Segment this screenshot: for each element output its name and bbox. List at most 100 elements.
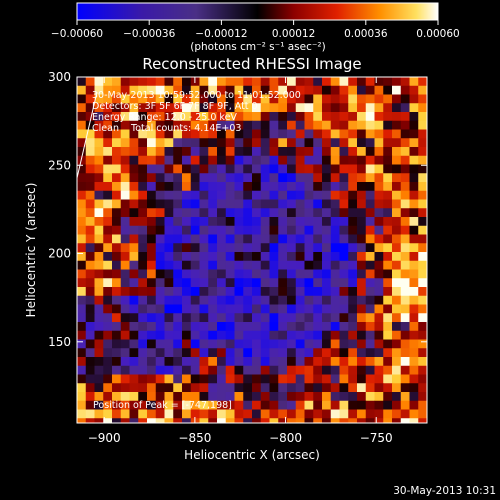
heatmap-cell bbox=[418, 287, 427, 297]
heatmap-cell bbox=[217, 85, 227, 95]
heatmap-cell bbox=[287, 409, 297, 419]
heatmap-cell bbox=[85, 322, 95, 332]
heatmap-cell bbox=[287, 182, 297, 192]
heatmap-cell bbox=[295, 199, 305, 209]
heatmap-cell bbox=[243, 129, 253, 139]
heatmap-cell bbox=[112, 147, 122, 157]
heatmap-cell bbox=[94, 313, 104, 323]
heatmap-cell bbox=[287, 173, 297, 183]
heatmap-cell bbox=[252, 120, 262, 130]
heatmap-cell bbox=[77, 77, 87, 87]
heatmap-cell bbox=[339, 278, 349, 288]
heatmap-cell bbox=[234, 112, 244, 122]
heatmap-cell bbox=[304, 112, 314, 122]
heatmap-cell bbox=[243, 418, 253, 423]
heatmap-cell bbox=[112, 392, 122, 402]
heatmap-cell bbox=[120, 199, 130, 209]
heatmap-cell bbox=[182, 155, 192, 165]
heatmap-cell bbox=[147, 199, 157, 209]
heatmap-cell bbox=[103, 208, 113, 218]
heatmap-cell bbox=[138, 348, 148, 358]
heatmap-cell bbox=[225, 138, 235, 148]
heatmap-cell bbox=[400, 155, 410, 165]
heatmap-cell bbox=[164, 225, 174, 235]
heatmap-cell bbox=[112, 383, 122, 393]
heatmap-cell bbox=[103, 243, 113, 253]
heatmap-cell bbox=[243, 77, 253, 87]
heatmap-cell bbox=[225, 225, 235, 235]
heatmap-cell bbox=[269, 383, 279, 393]
heatmap-cell bbox=[243, 383, 253, 393]
heatmap-cell bbox=[103, 147, 113, 157]
heatmap-cell bbox=[357, 374, 367, 384]
heatmap-cell bbox=[357, 252, 367, 262]
heatmap-cell bbox=[85, 129, 95, 139]
heatmap-cell bbox=[295, 383, 305, 393]
heatmap-cell bbox=[129, 418, 139, 423]
heatmap-cell bbox=[304, 225, 314, 235]
heatmap-cell bbox=[392, 313, 402, 323]
heatmap-cell bbox=[269, 225, 279, 235]
heatmap-cell bbox=[260, 94, 270, 104]
heatmap-cell bbox=[392, 374, 402, 384]
heatmap-cell bbox=[155, 295, 165, 305]
heatmap-cell bbox=[234, 138, 244, 148]
heatmap-cell bbox=[155, 365, 165, 375]
heatmap-cell bbox=[129, 287, 139, 297]
heatmap-cell bbox=[252, 304, 262, 314]
heatmap-cell bbox=[252, 208, 262, 218]
heatmap-cell bbox=[392, 383, 402, 393]
heatmap-cell bbox=[173, 409, 183, 419]
heatmap-cell bbox=[103, 164, 113, 174]
heatmap-cell bbox=[112, 330, 122, 340]
heatmap-cell bbox=[278, 147, 288, 157]
heatmap-cell bbox=[409, 278, 419, 288]
heatmap-cell bbox=[322, 357, 332, 367]
heatmap-cell bbox=[85, 243, 95, 253]
heatmap-cell bbox=[374, 409, 384, 419]
heatmap-cell bbox=[120, 392, 130, 402]
heatmap-cell bbox=[77, 400, 87, 410]
heatmap-cell bbox=[269, 155, 279, 165]
heatmap-cell bbox=[339, 252, 349, 262]
heatmap-cell bbox=[243, 225, 253, 235]
heatmap-cell bbox=[85, 339, 95, 349]
heatmap-cell bbox=[217, 313, 227, 323]
heatmap-cell bbox=[383, 287, 393, 297]
heatmap-cell bbox=[304, 120, 314, 130]
heatmap-cell bbox=[103, 260, 113, 270]
heatmap-cell bbox=[348, 330, 358, 340]
heatmap-cell bbox=[260, 173, 270, 183]
heatmap-cell bbox=[392, 129, 402, 139]
heatmap-cell bbox=[182, 103, 192, 113]
heatmap-cell bbox=[243, 190, 253, 200]
heatmap-cell bbox=[164, 260, 174, 270]
heatmap-cell bbox=[339, 129, 349, 139]
heatmap-cell bbox=[94, 138, 104, 148]
heatmap-cell bbox=[295, 225, 305, 235]
heatmap-cell bbox=[173, 120, 183, 130]
heatmap-cell bbox=[208, 269, 218, 279]
heatmap-cell bbox=[164, 199, 174, 209]
heatmap-cell bbox=[260, 269, 270, 279]
heatmap-cell bbox=[339, 199, 349, 209]
heatmap-cell bbox=[269, 339, 279, 349]
heatmap-cell bbox=[243, 94, 253, 104]
heatmap-cell bbox=[199, 129, 209, 139]
heatmap-cell bbox=[94, 94, 104, 104]
heatmap-cell bbox=[77, 147, 87, 157]
heatmap-cell bbox=[252, 199, 262, 209]
heatmap-cell bbox=[330, 112, 340, 122]
heatmap-cell bbox=[374, 418, 384, 423]
heatmap-cell bbox=[418, 208, 427, 218]
heatmap-cell bbox=[365, 225, 375, 235]
heatmap-cell bbox=[330, 217, 340, 227]
heatmap-cell bbox=[339, 155, 349, 165]
heatmap-cell bbox=[365, 77, 375, 87]
heatmap-cell bbox=[374, 217, 384, 227]
heatmap-cell bbox=[225, 304, 235, 314]
heatmap-cell bbox=[392, 94, 402, 104]
heatmap-cell bbox=[304, 155, 314, 165]
heatmap-cell bbox=[260, 147, 270, 157]
heatmap-cell bbox=[278, 374, 288, 384]
